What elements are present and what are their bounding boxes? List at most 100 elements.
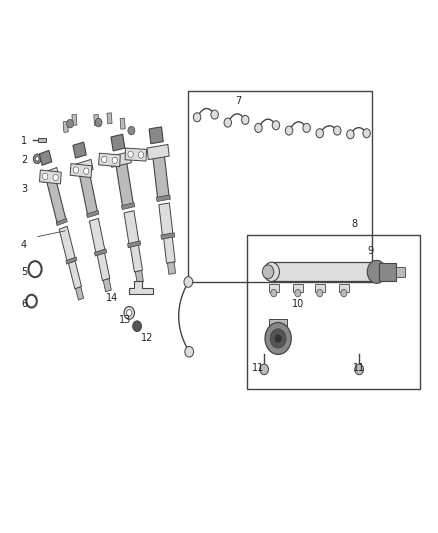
Polygon shape: [269, 284, 279, 292]
Circle shape: [270, 329, 286, 348]
Circle shape: [138, 152, 144, 158]
Circle shape: [317, 289, 323, 297]
Circle shape: [127, 310, 132, 316]
Text: 13: 13: [119, 315, 131, 325]
Polygon shape: [73, 142, 86, 158]
Text: 8: 8: [352, 219, 358, 229]
Circle shape: [347, 130, 354, 139]
Text: 3: 3: [21, 184, 27, 194]
Polygon shape: [153, 155, 169, 199]
Polygon shape: [147, 144, 169, 160]
Polygon shape: [79, 170, 98, 215]
Circle shape: [128, 151, 133, 157]
Text: 6: 6: [21, 299, 27, 309]
Circle shape: [128, 126, 135, 135]
Circle shape: [73, 167, 78, 173]
Circle shape: [260, 364, 268, 375]
Circle shape: [303, 124, 310, 133]
Bar: [247, 235, 420, 389]
Polygon shape: [379, 263, 396, 281]
Polygon shape: [63, 122, 68, 132]
Circle shape: [112, 157, 117, 164]
Circle shape: [341, 289, 347, 297]
Polygon shape: [56, 219, 67, 225]
Polygon shape: [339, 284, 349, 292]
Polygon shape: [110, 152, 131, 167]
Polygon shape: [124, 211, 139, 244]
Circle shape: [193, 112, 201, 122]
Text: 2: 2: [21, 155, 27, 165]
Circle shape: [95, 118, 102, 127]
Circle shape: [67, 119, 74, 128]
Circle shape: [254, 124, 262, 133]
Polygon shape: [131, 245, 142, 272]
Polygon shape: [156, 195, 170, 201]
Polygon shape: [103, 279, 111, 292]
Polygon shape: [76, 287, 84, 300]
Text: 14: 14: [106, 294, 118, 303]
Polygon shape: [125, 148, 147, 161]
Polygon shape: [72, 115, 77, 125]
Circle shape: [185, 346, 194, 357]
Circle shape: [84, 168, 89, 174]
Circle shape: [224, 118, 232, 127]
Polygon shape: [129, 281, 153, 294]
Polygon shape: [73, 159, 93, 175]
Polygon shape: [66, 257, 77, 264]
Polygon shape: [164, 237, 175, 263]
Polygon shape: [120, 118, 125, 129]
Circle shape: [102, 156, 107, 163]
Circle shape: [264, 262, 279, 281]
Polygon shape: [269, 319, 287, 326]
Polygon shape: [59, 226, 75, 261]
Polygon shape: [46, 177, 66, 224]
Text: 9: 9: [367, 246, 373, 255]
Polygon shape: [87, 211, 99, 217]
Polygon shape: [161, 233, 175, 239]
Circle shape: [295, 289, 301, 297]
Text: 5: 5: [21, 267, 27, 277]
Text: 7: 7: [236, 96, 242, 106]
Polygon shape: [38, 138, 46, 142]
Polygon shape: [167, 262, 176, 274]
Polygon shape: [396, 267, 405, 277]
Circle shape: [33, 154, 41, 164]
Circle shape: [275, 334, 282, 343]
Polygon shape: [135, 270, 143, 283]
Circle shape: [133, 321, 141, 332]
Text: 11: 11: [353, 363, 365, 373]
Circle shape: [124, 306, 134, 319]
Circle shape: [211, 110, 218, 119]
Circle shape: [316, 128, 323, 138]
Polygon shape: [68, 261, 81, 289]
Circle shape: [286, 126, 293, 135]
Polygon shape: [127, 241, 141, 248]
Text: 11: 11: [252, 363, 265, 373]
Bar: [188, 91, 372, 282]
Circle shape: [265, 322, 291, 354]
Circle shape: [355, 364, 364, 375]
Polygon shape: [315, 284, 325, 292]
Polygon shape: [70, 164, 92, 177]
Circle shape: [242, 116, 249, 125]
Polygon shape: [39, 170, 61, 184]
Circle shape: [272, 120, 279, 130]
Polygon shape: [39, 150, 52, 165]
Polygon shape: [116, 163, 134, 207]
Polygon shape: [97, 253, 110, 281]
Circle shape: [35, 157, 39, 161]
Circle shape: [42, 173, 48, 180]
Circle shape: [334, 126, 341, 135]
Polygon shape: [41, 167, 59, 182]
Circle shape: [262, 265, 274, 279]
Polygon shape: [149, 127, 163, 144]
Text: 12: 12: [141, 334, 153, 343]
Text: 4: 4: [21, 240, 27, 250]
Circle shape: [363, 128, 370, 138]
Polygon shape: [293, 284, 303, 292]
Polygon shape: [89, 219, 105, 253]
Polygon shape: [99, 153, 120, 167]
Text: 1: 1: [21, 136, 27, 146]
Polygon shape: [94, 115, 99, 125]
Polygon shape: [95, 249, 107, 256]
